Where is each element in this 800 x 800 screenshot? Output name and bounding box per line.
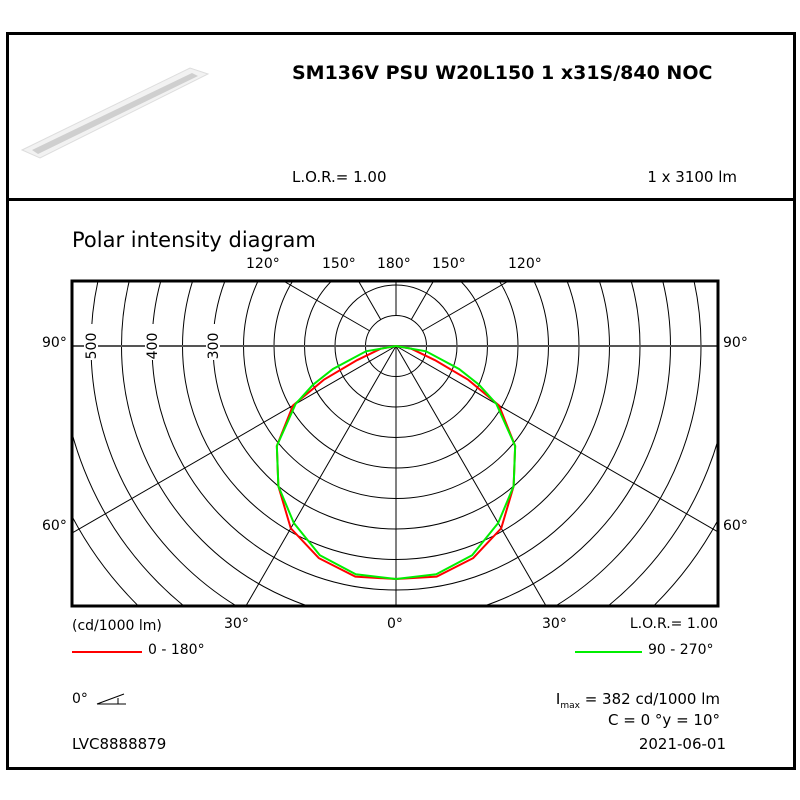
unit-label: (cd/1000 lm) [72, 618, 162, 634]
radial-tick-label: 300 [206, 333, 222, 360]
imax-text: Imax = 382 cd/1000 lm [556, 690, 720, 711]
plot-border [70, 279, 720, 608]
legend-label-90-270: 90 - 270° [648, 642, 714, 658]
grid-spoke [395, 345, 547, 606]
legend-label-0-180: 0 - 180° [148, 642, 205, 658]
angle-label-60-right: 60° [723, 518, 748, 534]
grid-spoke [395, 345, 718, 533]
series-curve-1 [275, 345, 517, 581]
product-code: LVC8888879 [72, 735, 167, 753]
angle-label-0: 0° [387, 616, 403, 632]
date: 2021-06-01 [638, 735, 726, 753]
grid-spoke [72, 345, 397, 534]
angle-label-90-left: 90° [42, 335, 67, 351]
angle-label-30-left: 30° [224, 616, 249, 632]
imax-prefix: I [555, 690, 561, 708]
chart-title: Polar intensity diagram [72, 228, 316, 252]
tick-bg [206, 324, 220, 360]
grid-spoke [283, 281, 370, 332]
zero-angle-label: 0° [72, 691, 88, 707]
c-gamma-text: C = 0 °y = 10° [608, 711, 720, 729]
datasheet-frame [6, 32, 796, 770]
imax-sub: max [560, 701, 580, 711]
imax-value: = 382 cd/1000 lm [579, 690, 720, 708]
angle-label-180: 180° [377, 256, 411, 272]
angle-label-90-right: 90° [723, 335, 748, 351]
angle-label-60-left: 60° [42, 518, 67, 534]
radial-tick-label: 500 [84, 333, 100, 360]
luminaire-icon [20, 67, 210, 159]
tick-bg [145, 324, 159, 360]
angle-label-150-right: 150° [432, 256, 466, 272]
header-divider [6, 198, 796, 201]
grid-spoke [422, 281, 509, 332]
header-lor: L.O.R.= 1.00 [292, 168, 387, 186]
product-title: SM136V PSU W20L150 1 x31S/840 NOC [292, 62, 713, 84]
angle-label-30-right: 30° [542, 616, 567, 632]
grid-spoke [245, 345, 397, 606]
grid-spoke [410, 281, 434, 320]
angle-label-120-right: 120° [508, 256, 542, 272]
angle-label-150-left: 150° [322, 256, 356, 272]
tick-bg [84, 324, 98, 360]
angle-label-120-left: 120° [246, 256, 280, 272]
chart-lor: L.O.R.= 1.00 [629, 616, 718, 632]
radial-tick-label: 400 [145, 333, 161, 360]
header-flux: 1 x 3100 lm [647, 168, 737, 186]
grid-spoke [358, 281, 382, 320]
